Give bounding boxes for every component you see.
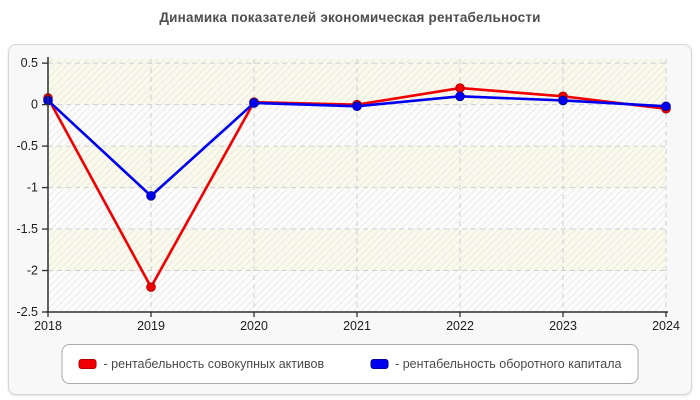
chart-card: [8, 44, 692, 395]
legend-swatch-icon: [370, 359, 389, 369]
chart-title: Динамика показателей экономическая рента…: [159, 10, 541, 25]
legend: - рентабельность совокупных активов - рен…: [61, 344, 639, 384]
legend-label: - рентабельность совокупных активов: [103, 357, 325, 371]
legend-swatch-icon: [78, 359, 97, 369]
legend-item-working-capital: - рентабельность оборотного капитала: [370, 357, 621, 371]
legend-item-total-assets: - рентабельность совокупных активов: [78, 357, 325, 371]
legend-label: - рентабельность оборотного капитала: [395, 357, 622, 371]
